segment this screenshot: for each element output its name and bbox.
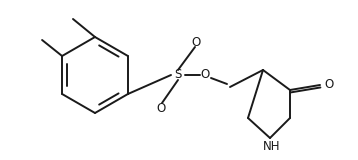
Text: O: O <box>324 79 334 92</box>
Text: NH: NH <box>263 140 281 152</box>
Text: O: O <box>192 36 200 48</box>
Text: O: O <box>200 68 210 81</box>
Text: S: S <box>174 68 182 81</box>
Text: O: O <box>156 101 166 115</box>
